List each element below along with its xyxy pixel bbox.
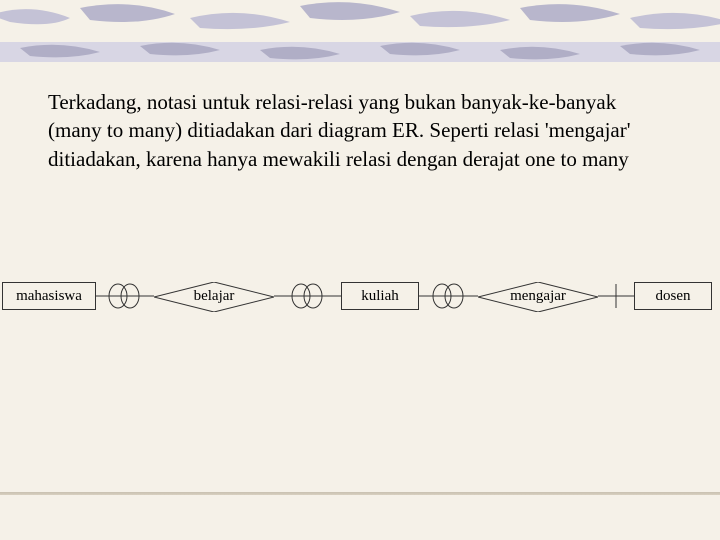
relationship-belajar: belajar bbox=[154, 282, 274, 312]
relationship-label: mengajar bbox=[478, 288, 598, 305]
entity-label: kuliah bbox=[361, 288, 399, 305]
connector-many bbox=[274, 282, 341, 310]
decorative-top-border bbox=[0, 0, 720, 70]
relationship-label: belajar bbox=[154, 288, 274, 305]
entity-mahasiswa: mahasiswa bbox=[2, 282, 96, 310]
connector-many bbox=[419, 282, 478, 310]
entity-kuliah: kuliah bbox=[341, 282, 419, 310]
relationship-mengajar: mengajar bbox=[478, 282, 598, 312]
er-diagram: mahasiswa belajar kuliah mengajar bbox=[0, 282, 720, 342]
entity-dosen: dosen bbox=[634, 282, 712, 310]
decorative-bottom-line bbox=[0, 492, 720, 495]
entity-label: mahasiswa bbox=[16, 288, 82, 305]
body-paragraph: Terkadang, notasi untuk relasi-relasi ya… bbox=[48, 88, 672, 173]
entity-label: dosen bbox=[656, 288, 691, 305]
connector-many bbox=[96, 282, 154, 310]
connector-one bbox=[598, 282, 634, 310]
